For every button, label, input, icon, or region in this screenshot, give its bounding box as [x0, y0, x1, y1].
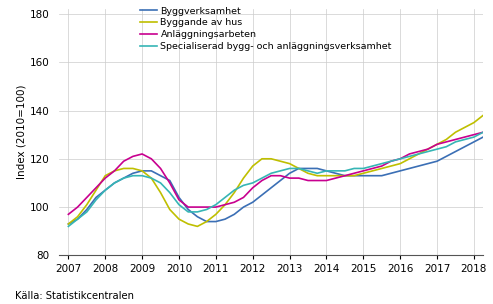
Specialiserad bygg- och anläggningsverksamhet	[453, 140, 458, 144]
Anläggningsarbeten	[351, 171, 357, 175]
Byggverksamhet	[66, 222, 71, 226]
Byggande av hus	[74, 215, 80, 219]
Anläggningsarbeten	[397, 157, 403, 161]
Byggande av hus	[66, 222, 71, 226]
Byggande av hus	[360, 171, 366, 175]
Byggverksamhet	[397, 169, 403, 173]
Specialiserad bygg- och anläggningsverksamhet	[74, 217, 80, 221]
Byggande av hus	[406, 157, 412, 161]
Line: Byggande av hus: Byggande av hus	[69, 70, 493, 226]
Byggande av hus	[259, 157, 265, 161]
Byggverksamhet	[351, 174, 357, 178]
Anläggningsarbeten	[74, 205, 80, 209]
Specialiserad bygg- och anläggningsverksamhet	[250, 181, 256, 185]
Specialiserad bygg- och anläggningsverksamhet	[379, 162, 385, 165]
Byggverksamhet	[74, 217, 80, 221]
Line: Byggverksamhet: Byggverksamhet	[69, 94, 493, 224]
Y-axis label: Index (2010=100): Index (2010=100)	[17, 85, 27, 179]
Specialiserad bygg- och anläggningsverksamhet	[351, 167, 357, 170]
Byggande av hus	[194, 225, 200, 228]
Byggverksamhet	[250, 200, 256, 204]
Legend: Byggverksamhet, Byggande av hus, Anläggningsarbeten, Specialiserad bygg- och anl: Byggverksamhet, Byggande av hus, Anläggn…	[140, 7, 392, 51]
Specialiserad bygg- och anläggningsverksamhet	[397, 157, 403, 161]
Byggverksamhet	[453, 150, 458, 154]
Anläggningsarbeten	[66, 212, 71, 216]
Byggande av hus	[388, 164, 394, 168]
Anläggningsarbeten	[250, 186, 256, 190]
Line: Specialiserad bygg- och anläggningsverksamhet: Specialiserad bygg- och anläggningsverks…	[69, 120, 493, 226]
Line: Anläggningsarbeten: Anläggningsarbeten	[69, 115, 493, 214]
Anläggningsarbeten	[379, 164, 385, 168]
Byggande av hus	[462, 126, 468, 129]
Anläggningsarbeten	[453, 138, 458, 141]
Specialiserad bygg- och anläggningsverksamhet	[66, 225, 71, 228]
Byggverksamhet	[379, 174, 385, 178]
Text: Källa: Statistikcentralen: Källa: Statistikcentralen	[15, 291, 134, 301]
